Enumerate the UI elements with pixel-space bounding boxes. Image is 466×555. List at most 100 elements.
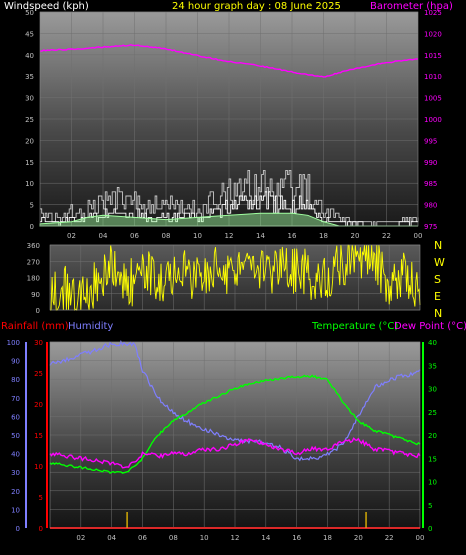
barometer-y-tick-985: 985 xyxy=(424,180,437,188)
temp-x-tick-00: 00 xyxy=(416,534,425,542)
temp-x-tick-02: 02 xyxy=(76,534,85,542)
barometer-y-tick-1025: 1025 xyxy=(424,9,442,17)
windspeed-y-tick-5: 5 xyxy=(30,202,34,210)
temperature-y-tick-0: 0 xyxy=(428,525,432,533)
windspeed-y-tick-45: 45 xyxy=(25,30,34,38)
barometer-y-tick-975: 975 xyxy=(424,223,437,231)
wind-x-tick-22: 22 xyxy=(382,232,391,240)
windspeed-y-tick-20: 20 xyxy=(25,137,34,145)
direction-y-tick-0: 0 xyxy=(36,307,40,315)
windspeed-y-tick-30: 30 xyxy=(25,95,34,103)
rain-y-tick-10: 10 xyxy=(34,463,43,471)
temperature-axis-title: Temperature (°C) xyxy=(312,321,399,332)
windspeed-y-tick-15: 15 xyxy=(25,159,34,167)
windspeed-axis-title: Windspeed (kph) xyxy=(4,1,89,12)
temp-x-tick-04: 04 xyxy=(107,534,116,542)
humidity-y-tick-10: 10 xyxy=(11,506,20,514)
temp-x-tick-06: 06 xyxy=(138,534,147,542)
humidity-axis-title: Humidity xyxy=(68,321,114,332)
compass-n-top: N xyxy=(434,239,443,252)
rain-y-tick-30: 30 xyxy=(34,339,43,347)
wind-x-tick-00: 00 xyxy=(414,232,423,240)
windspeed-y-tick-35: 35 xyxy=(25,73,34,81)
direction-y-tick-90: 90 xyxy=(31,291,40,299)
wind-x-tick-12: 12 xyxy=(225,232,234,240)
humidity-y-tick-30: 30 xyxy=(11,469,20,477)
wind-barometer-chart: 0510152025303540455097598098599099510001… xyxy=(25,9,442,240)
dewpoint-series-line xyxy=(49,437,421,469)
direction-series-line xyxy=(50,244,421,311)
compass-w: W xyxy=(434,256,445,269)
temperature-series-line xyxy=(49,374,421,474)
barometer-y-tick-1020: 1020 xyxy=(424,30,442,38)
humidity-y-tick-70: 70 xyxy=(11,395,20,403)
temperature-y-tick-30: 30 xyxy=(428,386,437,394)
windspeed-y-tick-0: 0 xyxy=(30,223,34,231)
humidity-y-tick-40: 40 xyxy=(11,451,20,459)
rain-y-tick-5: 5 xyxy=(39,494,43,502)
barometer-y-tick-1005: 1005 xyxy=(424,95,442,103)
temp-x-tick-18: 18 xyxy=(323,534,332,542)
dewpoint-axis-title: Dew Point (°C) xyxy=(394,321,466,332)
windspeed-series-line xyxy=(40,191,418,227)
windspeed-y-tick-40: 40 xyxy=(25,52,34,60)
direction-y-tick-270: 270 xyxy=(27,258,40,266)
rain-y-tick-0: 0 xyxy=(39,525,43,533)
humidity-series-line xyxy=(49,339,421,462)
wind-x-tick-14: 14 xyxy=(256,232,265,240)
wind-x-tick-04: 04 xyxy=(99,232,108,240)
wind-x-tick-08: 08 xyxy=(162,232,171,240)
rain-y-tick-25: 25 xyxy=(34,370,43,378)
temp-x-tick-14: 14 xyxy=(261,534,270,542)
barometer-y-tick-1010: 1010 xyxy=(424,73,442,81)
temperature-y-tick-15: 15 xyxy=(428,455,437,463)
wind-x-tick-16: 16 xyxy=(288,232,297,240)
wind-x-tick-06: 06 xyxy=(130,232,139,240)
humidity-y-tick-20: 20 xyxy=(11,488,20,496)
compass-s: S xyxy=(434,273,441,286)
barometer-y-tick-1015: 1015 xyxy=(424,52,442,60)
temperature-y-tick-10: 10 xyxy=(428,479,437,487)
barometer-axis-title: Barometer (hpa) xyxy=(370,1,453,12)
temperature-y-tick-5: 5 xyxy=(428,502,432,510)
temp-x-tick-20: 20 xyxy=(354,534,363,542)
temp-humidity-rain-chart: 0102030405060708090100051015202530051015… xyxy=(7,339,437,542)
wind-x-tick-02: 02 xyxy=(67,232,76,240)
compass-e: E xyxy=(434,290,441,303)
barometer-y-tick-995: 995 xyxy=(424,137,437,145)
windspeed-y-tick-50: 50 xyxy=(25,9,34,17)
direction-y-tick-180: 180 xyxy=(27,275,40,283)
wind-x-tick-20: 20 xyxy=(351,232,360,240)
plot-frame xyxy=(49,244,421,311)
temperature-y-tick-25: 25 xyxy=(428,409,437,417)
wind-x-tick-10: 10 xyxy=(193,232,202,240)
temp-x-tick-10: 10 xyxy=(200,534,209,542)
barometer-y-tick-980: 980 xyxy=(424,202,437,210)
temperature-y-tick-20: 20 xyxy=(428,432,437,440)
humidity-y-tick-0: 0 xyxy=(16,525,20,533)
humidity-y-tick-80: 80 xyxy=(11,376,20,384)
graph-title: 24 hour graph day : 08 June 2025 xyxy=(172,1,341,12)
barometer-y-tick-1000: 1000 xyxy=(424,116,442,124)
plot-frame xyxy=(39,11,419,227)
direction-y-tick-360: 360 xyxy=(27,242,40,250)
plot-frame xyxy=(49,341,421,529)
barometer-series-line xyxy=(39,43,419,78)
temp-x-tick-08: 08 xyxy=(169,534,178,542)
wind-direction-chart: 0 90 180 270 360 xyxy=(27,242,421,315)
temperature-y-tick-40: 40 xyxy=(428,339,437,347)
humidity-y-tick-100: 100 xyxy=(7,339,20,347)
humidity-y-tick-60: 60 xyxy=(11,413,20,421)
windspeed-y-tick-25: 25 xyxy=(25,116,34,124)
compass-n-bottom: N xyxy=(434,307,443,320)
temp-x-tick-22: 22 xyxy=(385,534,394,542)
gust-series-line xyxy=(40,169,419,227)
rain-y-tick-15: 15 xyxy=(34,432,43,440)
rain-axis-title: Rainfall (mm) xyxy=(1,321,69,332)
humidity-y-tick-50: 50 xyxy=(11,432,20,440)
temp-x-tick-16: 16 xyxy=(292,534,301,542)
humidity-y-tick-90: 90 xyxy=(11,358,20,366)
rain-y-tick-20: 20 xyxy=(34,401,43,409)
